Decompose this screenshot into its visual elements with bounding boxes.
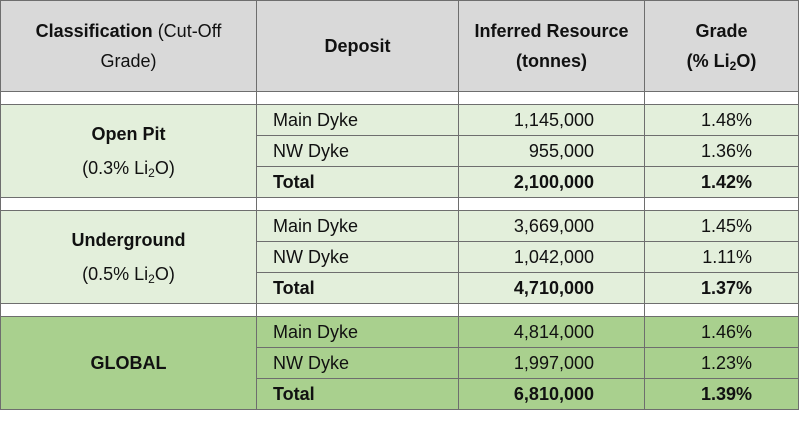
cutoff-a: (0.3% Li [82, 158, 149, 178]
cutoff-subscript: 2 [148, 166, 155, 180]
deposit-cell: Total [256, 378, 459, 410]
classification-cell-global: GLOBAL [0, 316, 257, 410]
header-grade: Grade (% Li2O) [644, 0, 799, 92]
grade-cell: 1.42% [644, 166, 799, 198]
table-row: Underground (0.5% Li2O) Main Dyke 3,669,… [0, 210, 799, 304]
table-row: NW Dyke 1,042,000 1.11% [1, 241, 799, 273]
header-inferred-resource: Inferred Resource (tonnes) [458, 0, 645, 92]
tonnes-cell: 6,810,000 [458, 378, 645, 410]
header-grade-line2a: (% Li [686, 51, 730, 71]
grade-cell: 1.48% [644, 104, 799, 136]
table-row-total: Total 2,100,000 1.42% [1, 166, 799, 198]
header-classification: Classification (Cut-Off Grade) [0, 0, 257, 92]
resource-table: Classification (Cut-Off Grade) Deposit I… [0, 0, 799, 410]
table-row: GLOBAL Main Dyke 4,814,000 1.46% [0, 316, 799, 410]
cutoff-b: O) [154, 158, 175, 178]
header-row: Classification (Cut-Off Grade) Deposit I… [0, 0, 799, 92]
header-grade-subscript: 2 [729, 59, 737, 73]
header-classification-cutoff: (Cut-Off [157, 21, 222, 41]
tonnes-cell: 4,710,000 [458, 272, 645, 304]
classification-name: GLOBAL [90, 353, 167, 373]
grade-cell: 1.37% [644, 272, 799, 304]
deposit-cell: Total [256, 166, 459, 198]
tonnes-cell: 1,042,000 [458, 241, 645, 273]
table-row: Open Pit (0.3% Li2O) Main Dyke 1,145,000… [0, 104, 799, 198]
tonnes-cell: 4,814,000 [458, 316, 645, 348]
header-grade-line2b: O) [736, 51, 757, 71]
table-row-total: Total 6,810,000 1.39% [1, 378, 799, 410]
deposit-cell: Main Dyke [256, 104, 459, 136]
tonnes-cell: 1,997,000 [458, 347, 645, 379]
table-row: NW Dyke 1,997,000 1.23% [1, 347, 799, 379]
tonnes-cell: 1,145,000 [458, 104, 645, 136]
header-classification-bold: Classification [35, 21, 153, 41]
spacer-row [0, 91, 799, 105]
grade-cell: 1.39% [644, 378, 799, 410]
classification-name: Underground [71, 230, 186, 250]
deposit-cell: NW Dyke [256, 135, 459, 167]
header-resource-line1: Inferred Resource [474, 21, 629, 41]
grade-cell: 1.36% [644, 135, 799, 167]
grade-cell: 1.23% [644, 347, 799, 379]
tonnes-cell: 955,000 [458, 135, 645, 167]
deposit-cell: NW Dyke [256, 241, 459, 273]
spacer-row [0, 303, 799, 317]
deposit-cell: NW Dyke [256, 347, 459, 379]
cutoff-b: O) [154, 264, 175, 284]
deposit-cell: Total [256, 272, 459, 304]
grade-cell: 1.46% [644, 316, 799, 348]
classification-cell-underground: Underground (0.5% Li2O) [0, 210, 257, 304]
header-resource-line2: (tonnes) [516, 51, 587, 71]
deposit-cell: Main Dyke [256, 210, 459, 242]
classification-cell-open-pit: Open Pit (0.3% Li2O) [0, 104, 257, 198]
header-classification-grade: Grade) [100, 51, 157, 71]
header-deposit: Deposit [256, 0, 459, 92]
tonnes-cell: 2,100,000 [458, 166, 645, 198]
table-row: NW Dyke 955,000 1.36% [1, 135, 799, 167]
tonnes-cell: 3,669,000 [458, 210, 645, 242]
header-grade-line1: Grade [695, 21, 748, 41]
deposit-cell: Main Dyke [256, 316, 459, 348]
classification-name: Open Pit [91, 124, 166, 144]
grade-cell: 1.11% [644, 241, 799, 273]
cutoff-subscript: 2 [148, 272, 155, 286]
cutoff-a: (0.5% Li [82, 264, 149, 284]
grade-cell: 1.45% [644, 210, 799, 242]
spacer-row [0, 197, 799, 211]
